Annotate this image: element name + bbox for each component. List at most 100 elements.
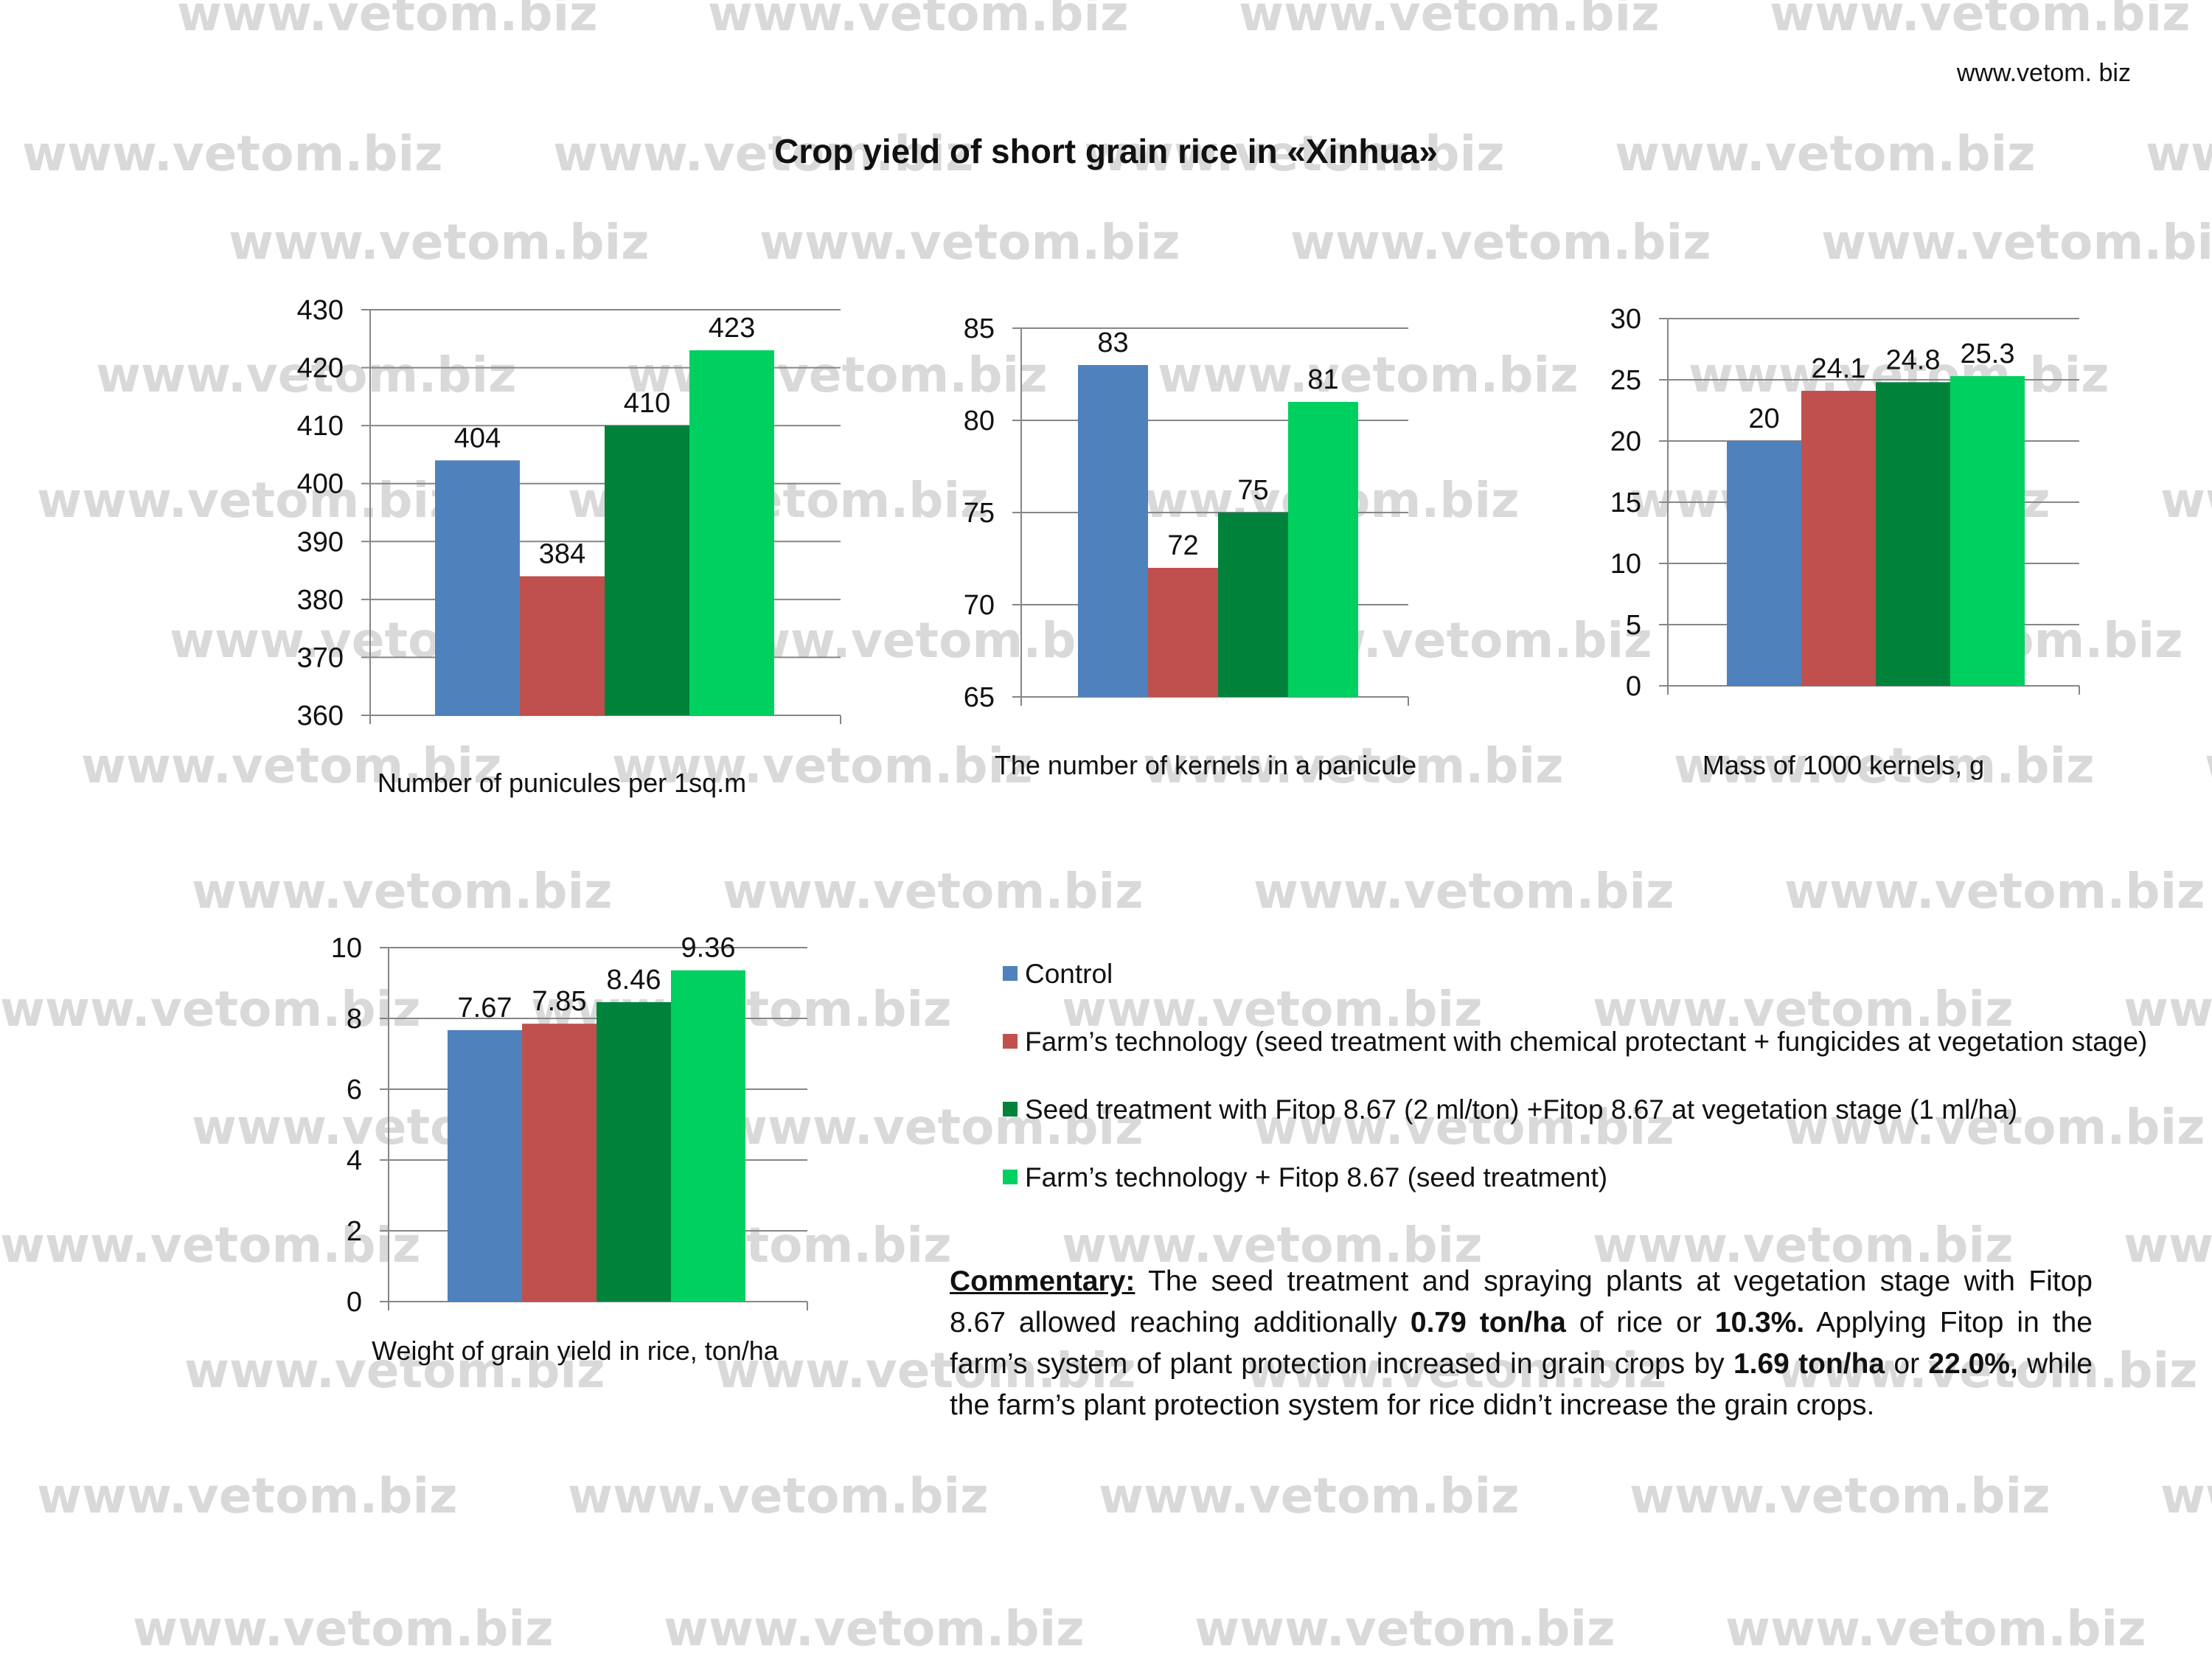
data-label: 7.67	[458, 993, 512, 1024]
watermark-text: www.vetom.biz	[1239, 0, 1660, 42]
y-tick-label: 360	[297, 701, 344, 732]
commentary-label: Commentary:	[950, 1265, 1135, 1297]
page-title: Crop yield of short grain rice in «Xinhu…	[774, 132, 1438, 170]
watermark-text: www.vetom.biz	[715, 1342, 1136, 1399]
commentary-text: while the farm’s plant protection system…	[950, 1348, 2093, 1421]
watermark-text: www.vetom.biz	[1593, 1217, 2014, 1274]
watermark-text: www.vetom.biz	[22, 125, 443, 182]
watermark-text: www.vetom.biz	[37, 1468, 458, 1524]
y-tick-label: 75	[964, 498, 995, 529]
watermark-text: www.vetom.biz	[1615, 125, 2036, 182]
y-tick-label: 430	[297, 295, 344, 326]
legend-swatch	[1003, 966, 1018, 982]
y-tick-label: 4	[347, 1145, 362, 1176]
x-axis-label: Weight of grain yield in rice, ton/ha	[372, 1336, 779, 1366]
watermark-text: www.vetom.biz	[0, 981, 421, 1038]
y-tick-label: 70	[964, 590, 995, 621]
watermark-text: www.vetom.biz	[1062, 1217, 1483, 1274]
site-url: www.vetom. biz	[1956, 59, 2131, 87]
commentary-highlight: 0.79 ton/ha	[1410, 1307, 1566, 1338]
commentary-highlight: 1.69 ton/ha	[1733, 1348, 1885, 1380]
watermark-text: www.vetom.biz	[1290, 214, 1711, 271]
chart-1: 360 370 380 390 400 410 420 430 404 384 410 423 Numb…	[297, 295, 841, 798]
watermark-text: www.vetom.biz	[1784, 1099, 2205, 1156]
data-label: 24.8	[1886, 344, 1941, 375]
y-tick-label: 410	[297, 411, 344, 442]
y-tick-label: 65	[964, 682, 995, 713]
commentary: Commentary: The seed treatment and spray…	[950, 1261, 2093, 1426]
bar-2	[520, 576, 605, 715]
watermark-text: www.vetom.biz	[1725, 1600, 2146, 1657]
data-label: 7.85	[532, 986, 587, 1017]
x-axis-label: Mass of 1000 kernels, g	[1703, 750, 1984, 780]
data-label: 384	[539, 538, 585, 569]
watermark-text: www.vetom.biz	[1253, 863, 1674, 920]
watermark-text: www.vetom.biz	[2124, 1217, 2212, 1274]
bar-1	[1727, 441, 1801, 686]
commentary-highlight: 10.3%.	[1714, 1307, 1805, 1338]
watermark-text: www.vetom.biz	[708, 0, 1129, 42]
y-tick-label: 390	[297, 527, 344, 558]
commentary-text: The seed treatment and spraying plants a…	[950, 1265, 2093, 1338]
legend-label: Farm’s technology (seed treatment with c…	[1025, 1027, 2148, 1057]
bar-3	[605, 426, 689, 715]
watermark-text: www.vetom.biz	[568, 1468, 989, 1524]
bar-1	[435, 460, 520, 715]
watermark-text: www.vetom.biz	[192, 863, 613, 920]
bar-1	[448, 1029, 522, 1302]
x-axis-label: The number of kernels in a panicule	[995, 750, 1416, 780]
y-tick-label: 380	[297, 585, 344, 616]
watermark-text: www.vetom.biz	[759, 214, 1180, 271]
watermark-text: www.vetom.biz	[1099, 1468, 1520, 1524]
bar-2	[1801, 390, 1876, 686]
watermark-text: www.vetom.biz	[0, 1217, 421, 1274]
watermark-text: www.vetom.biz	[1084, 125, 1505, 182]
y-tick-label: 8	[347, 1004, 362, 1035]
watermark-text: www.vetom.biz	[723, 863, 1144, 920]
watermark-text: www.vetom.biz	[2160, 472, 2212, 529]
legend-swatch	[1003, 1170, 1018, 1185]
watermark-text: www.vetom.biz	[1593, 981, 2014, 1038]
data-label: 24.1	[1812, 353, 1866, 384]
watermark-text: www.vetom.biz	[2124, 981, 2212, 1038]
watermark-text: www.vetom.biz	[1777, 1342, 2198, 1399]
y-tick-label: 370	[297, 642, 344, 673]
data-label: 404	[454, 423, 501, 454]
y-tick-label: 30	[1610, 304, 1641, 335]
chart-2: 65 70 75 80 85 83 72 75 81 The number of kernels …	[964, 313, 1416, 780]
data-label: 410	[624, 388, 670, 419]
data-label: 72	[1167, 530, 1198, 561]
y-tick-label: 85	[964, 313, 995, 344]
data-label: 9.36	[681, 933, 736, 964]
y-tick-label: 10	[1610, 549, 1641, 580]
legend-label: Control	[1025, 959, 1113, 989]
y-tick-label: 20	[1610, 426, 1641, 457]
watermark-text: www.vetom.biz	[1246, 1342, 1667, 1399]
legend-swatch	[1003, 1034, 1018, 1049]
data-label: 423	[709, 313, 755, 344]
watermark-text: www.vetom.biz	[2160, 1468, 2212, 1524]
watermark-text: www.vetom.biz	[1194, 1600, 1615, 1657]
legend-item-fitop-seed-and-vegetation: Seed treatment with Fitop 8.67 (2 ml/ton…	[1003, 1094, 2017, 1125]
watermark-text: www.vetom.biz	[2205, 737, 2212, 794]
watermark-text: www.vetom.biz	[723, 1099, 1144, 1156]
bar-4	[1950, 376, 2025, 686]
y-tick-label: 10	[331, 933, 362, 964]
data-label: 75	[1237, 475, 1268, 506]
watermark-text: www.vetom.biz	[1674, 737, 2095, 794]
y-tick-label: 400	[297, 469, 344, 500]
y-tick-label: 80	[964, 406, 995, 437]
legend-item-control: Control	[1003, 959, 1113, 990]
watermark-text: www.vetom.biz	[1158, 347, 1579, 403]
watermark-text: www.vetom.biz	[177, 0, 598, 42]
y-tick-label: 6	[347, 1074, 362, 1105]
bar-4	[1288, 402, 1358, 697]
legend-label: Farm’s technology + Fitop 8.67 (seed tre…	[1025, 1162, 1608, 1192]
watermark-text: www.vetom.biz	[1630, 1468, 2051, 1524]
data-label: 83	[1097, 327, 1128, 358]
legend-label: Seed treatment with Fitop 8.67 (2 ml/ton…	[1025, 1094, 2018, 1125]
watermark-text: www.vetom.biz	[1770, 0, 2191, 42]
chart-4: 0 2 4 6 8 10 7.67 7.85 8.46 9.36 Weight of grain y…	[331, 933, 808, 1366]
watermark-text: www.vetom.biz	[133, 1600, 554, 1657]
